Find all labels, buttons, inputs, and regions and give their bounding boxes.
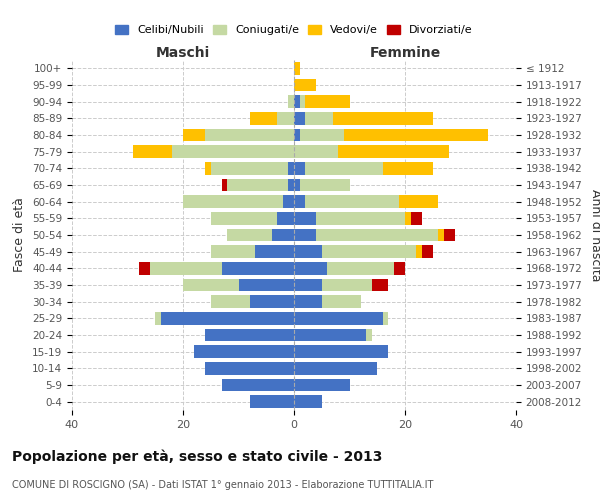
Bar: [250, 112, 277, 124]
Bar: [294, 396, 322, 408]
Bar: [150, 262, 222, 274]
Bar: [272, 229, 294, 241]
Bar: [305, 112, 333, 124]
Bar: [155, 312, 161, 324]
Bar: [444, 229, 455, 241]
Bar: [294, 162, 305, 174]
Bar: [289, 162, 294, 174]
Bar: [322, 279, 372, 291]
Bar: [294, 329, 366, 341]
Bar: [277, 212, 294, 224]
Bar: [139, 262, 150, 274]
Bar: [383, 162, 433, 174]
Bar: [294, 196, 305, 208]
Bar: [294, 346, 388, 358]
Bar: [400, 196, 439, 208]
Bar: [299, 128, 344, 141]
Bar: [366, 329, 372, 341]
Bar: [294, 62, 299, 74]
Bar: [205, 128, 294, 141]
Bar: [372, 279, 388, 291]
Bar: [405, 212, 410, 224]
Bar: [211, 212, 277, 224]
Bar: [322, 246, 416, 258]
Bar: [294, 246, 322, 258]
Bar: [205, 329, 294, 341]
Bar: [222, 179, 227, 191]
Bar: [294, 179, 299, 191]
Bar: [227, 179, 289, 191]
Bar: [305, 196, 400, 208]
Bar: [422, 246, 433, 258]
Bar: [322, 296, 361, 308]
Bar: [222, 379, 294, 391]
Bar: [194, 346, 294, 358]
Bar: [222, 262, 294, 274]
Text: Femmine: Femmine: [370, 46, 440, 60]
Y-axis label: Fasce di età: Fasce di età: [13, 198, 26, 272]
Bar: [211, 162, 289, 174]
Bar: [338, 146, 449, 158]
Bar: [183, 196, 283, 208]
Bar: [394, 262, 405, 274]
Bar: [294, 128, 299, 141]
Bar: [250, 396, 294, 408]
Bar: [211, 246, 255, 258]
Bar: [227, 229, 272, 241]
Bar: [299, 96, 305, 108]
Bar: [299, 179, 349, 191]
Bar: [383, 312, 388, 324]
Bar: [294, 279, 322, 291]
Bar: [161, 312, 294, 324]
Bar: [305, 162, 383, 174]
Bar: [294, 262, 328, 274]
Text: Popolazione per età, sesso e stato civile - 2013: Popolazione per età, sesso e stato civil…: [12, 450, 382, 464]
Bar: [205, 162, 211, 174]
Bar: [316, 229, 438, 241]
Bar: [294, 229, 316, 241]
Bar: [294, 362, 377, 374]
Bar: [416, 246, 422, 258]
Bar: [183, 279, 239, 291]
Bar: [410, 212, 422, 224]
Bar: [294, 78, 316, 91]
Legend: Celibi/Nubili, Coniugati/e, Vedovi/e, Divorziati/e: Celibi/Nubili, Coniugati/e, Vedovi/e, Di…: [111, 20, 477, 40]
Bar: [294, 296, 322, 308]
Bar: [294, 112, 305, 124]
Bar: [211, 296, 250, 308]
Text: COMUNE DI ROSCIGNO (SA) - Dati ISTAT 1° gennaio 2013 - Elaborazione TUTTITALIA.I: COMUNE DI ROSCIGNO (SA) - Dati ISTAT 1° …: [12, 480, 433, 490]
Bar: [294, 312, 383, 324]
Bar: [328, 262, 394, 274]
Bar: [239, 279, 294, 291]
Bar: [277, 112, 294, 124]
Bar: [183, 128, 205, 141]
Bar: [172, 146, 294, 158]
Bar: [438, 229, 444, 241]
Bar: [255, 246, 294, 258]
Bar: [294, 146, 338, 158]
Text: Maschi: Maschi: [156, 46, 210, 60]
Bar: [294, 212, 316, 224]
Y-axis label: Anni di nascita: Anni di nascita: [589, 188, 600, 281]
Bar: [283, 196, 294, 208]
Bar: [305, 96, 349, 108]
Bar: [133, 146, 172, 158]
Bar: [333, 112, 433, 124]
Bar: [294, 379, 349, 391]
Bar: [250, 296, 294, 308]
Bar: [289, 96, 294, 108]
Bar: [316, 212, 405, 224]
Bar: [294, 96, 299, 108]
Bar: [344, 128, 488, 141]
Bar: [289, 179, 294, 191]
Bar: [205, 362, 294, 374]
